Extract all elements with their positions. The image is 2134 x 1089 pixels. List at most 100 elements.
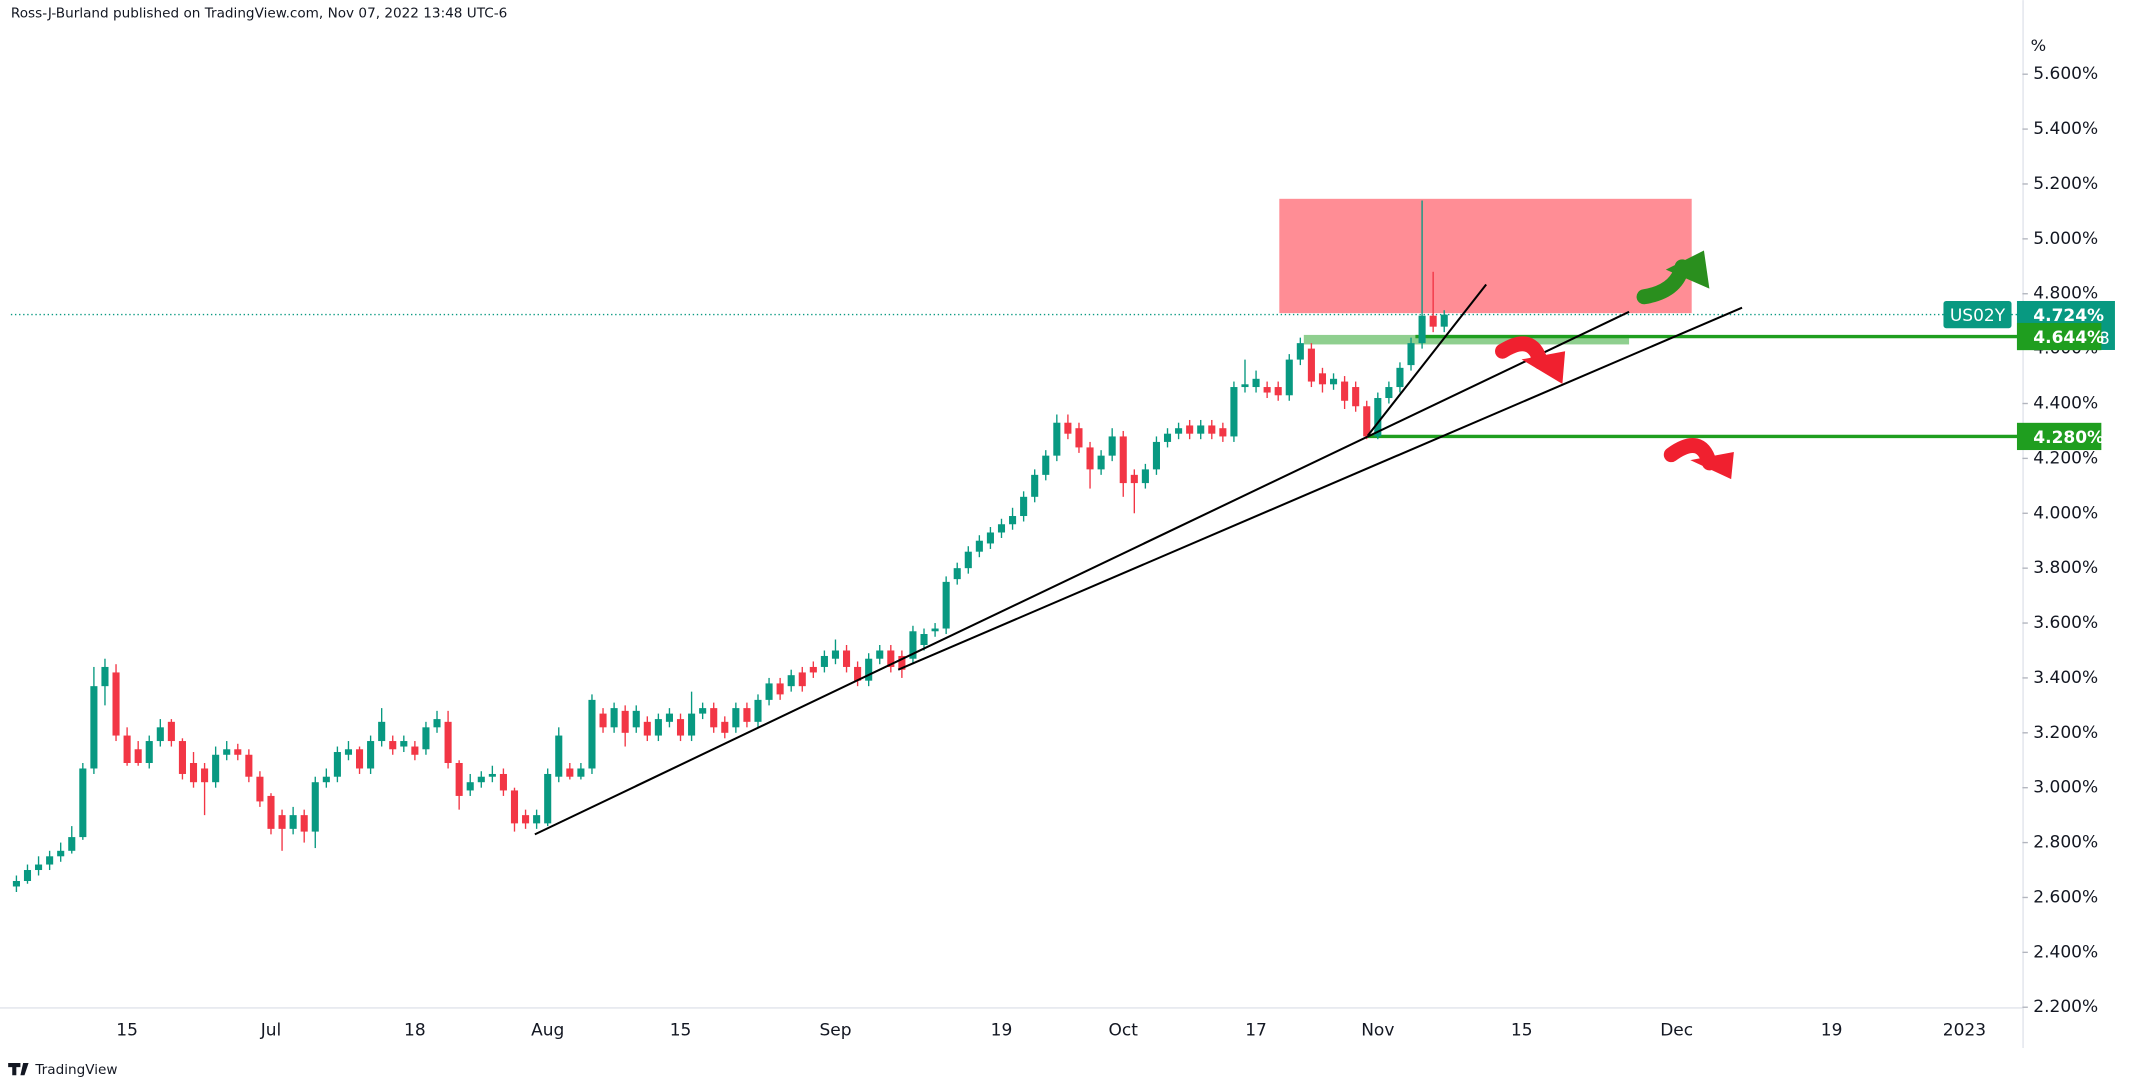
candle-body [1363,406,1371,437]
candle-body [1208,425,1216,434]
candle-body [732,708,740,728]
candle-body [1252,378,1260,388]
candle-body [178,741,186,774]
candle-body [1197,425,1205,434]
candle-body [721,721,729,733]
candle-body [267,795,275,829]
x-tick-label: Jul [260,1020,282,1040]
candle-body [676,719,685,736]
candle-body [1241,384,1249,388]
candle-body [942,581,950,629]
x-tick-label: 15 [116,1020,138,1040]
candle-body [931,628,939,632]
y-tick-label: 5.200% [2033,174,2098,194]
candle-body [1274,387,1282,396]
candle-body [422,727,430,750]
y-tick-label: 2.200% [2033,997,2098,1017]
candle-body [621,710,629,733]
candle-body [499,773,507,791]
candle-body [466,782,474,791]
drawings [534,250,1743,836]
candle-body [344,749,353,755]
candle-body [566,768,574,777]
candle-body [156,727,164,742]
candle-body [986,532,994,544]
candle-body [112,672,120,736]
candle-body [289,815,297,829]
candle-body [35,864,43,871]
candle-body [389,741,397,750]
candle-body [1285,359,1293,396]
y-tick-label: 3.400% [2033,668,2098,688]
price-badge [2016,322,2102,351]
candle-body [477,776,485,783]
candle-body [887,650,895,667]
candle-body [1175,428,1183,434]
candle-body [411,746,419,755]
candle-body [1307,348,1315,382]
y-tick-label: 2.400% [2033,942,2098,962]
candle-body [256,776,264,802]
candle-body [90,686,98,769]
price-badge-label: 4.644% [2033,328,2104,348]
y-unit: % [2031,36,2047,55]
candle-body [1374,398,1382,437]
symbol-badge [1943,300,2012,329]
candle-body [1163,433,1172,442]
x-tick-label: Sep [819,1020,851,1040]
candle-body [300,815,308,832]
x-tick-label: 18 [404,1020,426,1040]
x-tick-label: 17 [1245,1020,1267,1040]
x-tick-label: Oct [1109,1020,1139,1040]
candle-body [842,650,851,667]
candle-body [223,749,231,755]
candle-body [1418,315,1426,344]
y-tick-label: 5.400% [2033,119,2098,139]
candle-body [278,815,286,829]
candle-body [79,768,87,838]
candle-body [23,870,32,881]
trend-line [897,306,1743,671]
x-tick-label: 15 [1511,1020,1533,1040]
footer-logo: TradingView [8,1062,118,1078]
x-tick-label: Dec [1660,1020,1693,1040]
price-badge-label: 4.280% [2033,428,2104,448]
candle-body [68,837,76,851]
candle-body [1009,516,1017,525]
y-tick-label: 3.200% [2033,723,2098,743]
candle-body [710,708,718,728]
footer-brand: TradingView [34,1062,117,1078]
candle-body [1263,387,1271,393]
candle-body [920,634,928,645]
candle-body [754,699,762,722]
candle-body [1329,378,1338,385]
symbol-label: US02Y [1950,306,2006,326]
candle-body [444,721,452,763]
candle-body [632,710,640,728]
candle-body [1031,474,1039,497]
candle-body [1296,343,1304,360]
candle-body [809,666,817,673]
resistance-zone [1279,198,1692,314]
candle-body [743,708,751,722]
candle-body [1053,422,1061,456]
candle-body [145,741,153,763]
candle-body [599,713,607,728]
candle-body [101,666,109,687]
y-tick-label: 2.600% [2033,887,2098,907]
candle-body [1396,367,1404,388]
down-arrow-head [1521,351,1566,384]
candle-body [400,741,408,747]
candle-body [1341,381,1349,401]
candle-body [46,856,54,865]
candle-body [898,655,906,670]
support-zone [1303,334,1630,345]
candle-body [1097,455,1105,470]
candle-body [588,699,596,769]
trend-line [1366,283,1487,437]
candle-body [57,850,65,857]
price-badge [2016,422,2102,451]
candle-body [1407,343,1415,366]
